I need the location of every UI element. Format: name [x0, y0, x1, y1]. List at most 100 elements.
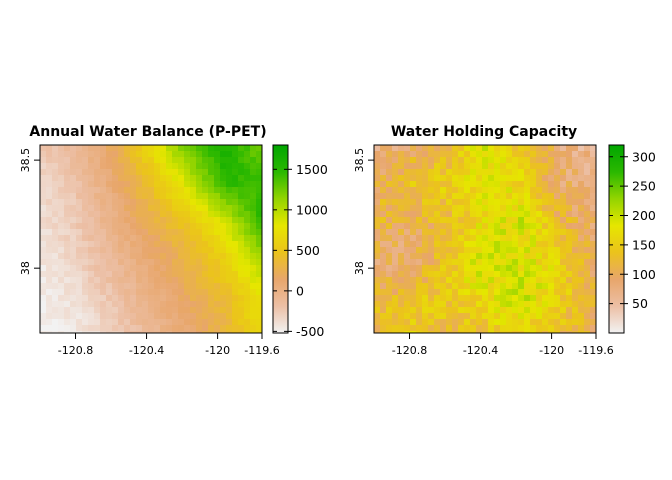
- raster-cell: [142, 193, 149, 200]
- raster-cell: [166, 313, 173, 320]
- raster-cell: [172, 295, 179, 302]
- raster-cell: [548, 313, 555, 320]
- raster-cell: [142, 271, 149, 278]
- raster-cell: [46, 181, 53, 188]
- raster-cell: [64, 295, 71, 302]
- raster-cell: [500, 229, 507, 236]
- raster-cell: [220, 229, 227, 236]
- raster-cell: [374, 307, 381, 314]
- raster-cell: [458, 319, 465, 326]
- raster-cell: [470, 325, 477, 332]
- raster-cell: [82, 211, 89, 218]
- raster-cell: [190, 193, 197, 200]
- raster-cell: [530, 175, 537, 182]
- raster-cell: [440, 199, 447, 206]
- raster-cell: [58, 307, 65, 314]
- raster-cell: [434, 295, 441, 302]
- raster-cell: [398, 193, 405, 200]
- raster-cell: [566, 157, 573, 164]
- raster-cell: [124, 187, 131, 194]
- raster-cell: [178, 163, 185, 170]
- raster-cell: [488, 223, 495, 230]
- raster-cell: [40, 247, 47, 254]
- raster-cell: [380, 331, 387, 333]
- raster-cell: [100, 295, 107, 302]
- raster-cell: [410, 181, 417, 188]
- raster-cell: [118, 253, 125, 260]
- raster-cell: [142, 235, 149, 242]
- raster-cell: [434, 313, 441, 320]
- raster-cell: [476, 151, 483, 158]
- raster-cell: [380, 277, 387, 284]
- raster-cell: [536, 301, 543, 308]
- raster-cell: [202, 193, 209, 200]
- raster-cell: [112, 241, 119, 248]
- raster-cell: [232, 277, 239, 284]
- raster-cell: [244, 205, 251, 212]
- raster-cell: [398, 325, 405, 332]
- raster-cell: [434, 193, 441, 200]
- raster-cell: [548, 187, 555, 194]
- raster-cell: [58, 241, 65, 248]
- raster-cell: [88, 145, 95, 152]
- raster-cell: [566, 181, 573, 188]
- raster-cell: [578, 331, 585, 333]
- raster-cell: [410, 307, 417, 314]
- raster-cell: [494, 277, 501, 284]
- raster-cell: [226, 259, 233, 266]
- raster-cell: [166, 331, 173, 333]
- raster-cell: [190, 319, 197, 326]
- raster-cell: [416, 247, 423, 254]
- raster-cell: [160, 265, 167, 272]
- raster-cell: [578, 181, 585, 188]
- raster-cell: [464, 217, 471, 224]
- raster-cell: [226, 193, 233, 200]
- raster-cell: [112, 325, 119, 332]
- raster-cell: [530, 169, 537, 176]
- raster-cell: [226, 247, 233, 254]
- raster-cell: [208, 253, 215, 260]
- raster-cell: [434, 331, 441, 333]
- raster-cell: [530, 253, 537, 260]
- raster-cell: [190, 283, 197, 290]
- raster-cell: [416, 295, 423, 302]
- raster-cell: [226, 331, 233, 333]
- raster-cell: [118, 223, 125, 230]
- raster-cell: [40, 199, 47, 206]
- raster-cell: [94, 181, 101, 188]
- raster-cell: [458, 163, 465, 170]
- raster-cell: [94, 175, 101, 182]
- raster-cell: [392, 199, 399, 206]
- raster-cell: [250, 235, 257, 242]
- raster-cell: [148, 331, 155, 333]
- raster-cell: [566, 247, 573, 254]
- raster-cell: [154, 175, 161, 182]
- raster-cell: [422, 295, 429, 302]
- raster-cell: [548, 181, 555, 188]
- raster-cell: [100, 217, 107, 224]
- raster-cell: [160, 301, 167, 308]
- raster-cell: [244, 157, 251, 164]
- raster-cell: [100, 283, 107, 290]
- raster-cell: [380, 295, 387, 302]
- raster-cell: [148, 265, 155, 272]
- raster-cell: [232, 163, 239, 170]
- raster-cell: [410, 145, 417, 152]
- raster-cell: [530, 325, 537, 332]
- raster-cell: [112, 331, 119, 333]
- raster-cell: [392, 157, 399, 164]
- raster-cell: [524, 277, 531, 284]
- raster-cell: [214, 181, 221, 188]
- raster-cell: [76, 229, 83, 236]
- colorbar-tick-label: 250: [632, 179, 656, 194]
- raster-cell: [232, 331, 239, 333]
- raster-cell: [476, 277, 483, 284]
- raster-cell: [410, 187, 417, 194]
- raster-cell: [386, 223, 393, 230]
- raster-cell: [380, 151, 387, 158]
- raster-cell: [584, 229, 591, 236]
- raster-cell: [386, 199, 393, 206]
- raster-cell: [250, 187, 257, 194]
- raster-cell: [380, 247, 387, 254]
- raster-cell: [220, 163, 227, 170]
